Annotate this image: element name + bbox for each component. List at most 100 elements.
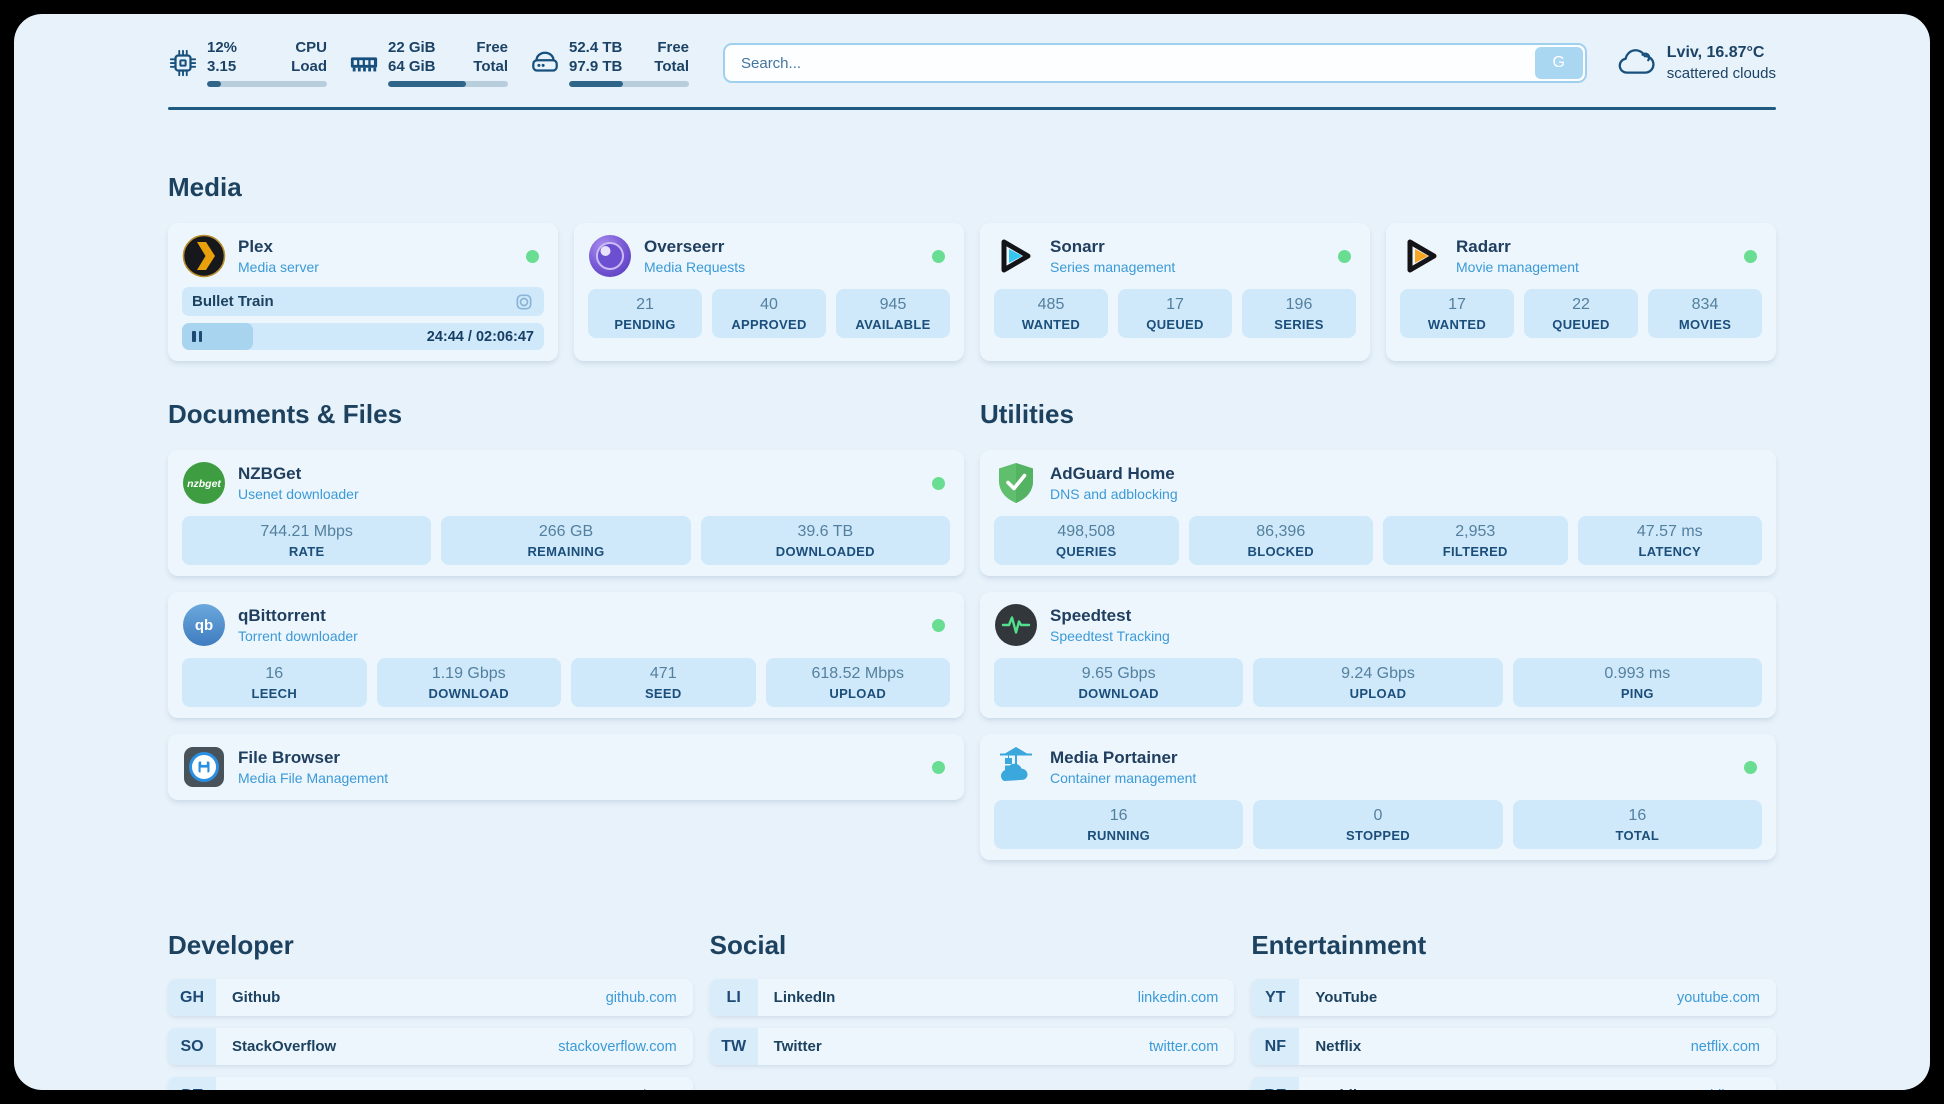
weather-widget: Lviv, 16.87°C scattered clouds — [1615, 43, 1776, 83]
qbittorrent-card[interactable]: qb qBittorrent Torrent downloader 16 LEEC… — [168, 592, 964, 718]
weather-location: Lviv, 16.87°C — [1666, 43, 1765, 61]
topbar: 12% 3.15 CPU Load 22 GiB 64 GiB Free Total — [168, 36, 1776, 90]
stat-value: 9.24 Gbps — [1341, 665, 1415, 682]
speedtest-card[interactable]: Speedtest Speedtest Tracking 9.65 Gbps DO… — [980, 592, 1776, 718]
bookmark-twitter[interactable]: TW Twitter twitter.com — [709, 1028, 1235, 1065]
stat-value: 498,508 — [1057, 523, 1116, 540]
app-subtitle: Series management — [1050, 258, 1176, 275]
sonarr-icon — [1001, 239, 1031, 273]
stat-value: 17 — [1166, 296, 1184, 313]
app-name: Overseerr — [644, 237, 725, 257]
app-subtitle: Media File Management — [238, 769, 389, 786]
stat-label: FILTERED — [1442, 544, 1508, 559]
disk-icon — [532, 51, 558, 72]
bookmark-url: netflix.com — [1690, 1038, 1760, 1055]
search-bar: G — [723, 43, 1587, 83]
bookmark-dev[interactable]: DT DEV dev.to — [168, 1077, 693, 1090]
stat-label: RATE — [288, 544, 325, 559]
bookmark-linkedin[interactable]: LI LinkedIn linkedin.com — [709, 979, 1235, 1016]
search-input[interactable] — [723, 43, 1587, 83]
stat-box: 47.57 ms LATENCY — [1577, 516, 1762, 565]
stat-label: LEECH — [251, 686, 298, 701]
stat-value: 0 — [1373, 807, 1383, 824]
memory-progress-fill — [388, 81, 466, 88]
app-subtitle: Container management — [1050, 769, 1197, 786]
bookmark-url: linkedin.com — [1137, 989, 1219, 1006]
stat-value: 16 — [1628, 807, 1647, 824]
stat-value: 86,396 — [1256, 523, 1306, 540]
bookmark-netflix[interactable]: NF Netflix netflix.com — [1251, 1028, 1776, 1065]
app-name: Speedtest — [1050, 606, 1132, 626]
sonarr-card[interactable]: Sonarr Series management 485 WANTED 17 QUE… — [980, 223, 1370, 361]
status-dot — [932, 618, 945, 632]
disk-widget: 52.4 TB 97.9 TB Free Total — [530, 39, 689, 88]
stat-value: 16 — [1109, 807, 1128, 824]
stat-box: 86,396 BLOCKED — [1188, 516, 1373, 565]
status-dot — [932, 760, 945, 774]
nzbget-card[interactable]: nzbget NZBGet Usenet downloader 744.21 M… — [168, 450, 964, 576]
disk-label: Free — [657, 38, 689, 56]
svg-text:nzbget: nzbget — [187, 478, 221, 490]
stat-value: 2,953 — [1455, 523, 1496, 540]
app-subtitle: Media server — [238, 258, 319, 275]
bookmark-group-entertainment: Entertainment YT YouTube youtube.com NF … — [1251, 930, 1776, 1090]
bookmark-github[interactable]: GH Github github.com — [168, 979, 693, 1016]
stat-box: 16 LEECH — [182, 658, 367, 707]
memory-free: 22 GiB — [388, 38, 436, 56]
overseerr-card[interactable]: Overseerr Media Requests 21 PENDING 40 APP… — [574, 223, 964, 361]
stat-value: 471 — [649, 665, 677, 682]
stat-box: 471 SEED — [571, 658, 756, 707]
radarr-card[interactable]: Radarr Movie management 17 WANTED 22 QUEUE… — [1386, 223, 1776, 361]
search-provider-button[interactable]: G — [1534, 47, 1583, 79]
documents-column: Documents & Files nzbget NZBGet Usenet d… — [168, 399, 964, 876]
stat-box: 945 AVAILABLE — [836, 289, 950, 338]
bookmark-name: DEV — [232, 1087, 263, 1090]
section-title-documents: Documents & Files — [168, 399, 403, 429]
plex-icon — [182, 234, 226, 278]
portainer-card[interactable]: Media Portainer Container management 16 R… — [980, 734, 1776, 860]
pause-icon — [192, 331, 202, 342]
playback-time: 24:44 / 02:06:47 — [426, 328, 534, 345]
stat-box: 9.24 Gbps UPLOAD — [1253, 658, 1503, 707]
filebrowser-card[interactable]: File Browser Media File Management — [168, 734, 964, 800]
app-subtitle: Usenet downloader — [238, 485, 359, 502]
stat-box: 16 TOTAL — [1512, 800, 1762, 849]
bookmark-reddit[interactable]: RE Reddit reddit.com — [1251, 1077, 1776, 1090]
bookmark-name: StackOverflow — [232, 1038, 337, 1055]
stat-box: 22 QUEUED — [1524, 289, 1638, 338]
app-name: NZBGet — [238, 464, 302, 484]
stat-label: WANTED — [1021, 317, 1081, 332]
stat-box: 17 QUEUED — [1118, 289, 1232, 338]
app-name: Media Portainer — [1050, 748, 1178, 768]
stat-label: APPROVED — [731, 317, 807, 332]
stat-box: 17 WANTED — [1400, 289, 1514, 338]
app-name: Plex — [238, 237, 273, 257]
radarr-icon — [1407, 239, 1437, 273]
stat-value: 21 — [636, 296, 654, 313]
plex-card[interactable]: Plex Media server Bullet Train 24:44 / 0… — [168, 223, 558, 361]
topbar-divider — [168, 107, 1776, 110]
bookmark-youtube[interactable]: YT YouTube youtube.com — [1251, 979, 1776, 1016]
stat-box: 2,953 FILTERED — [1383, 516, 1568, 565]
stat-box: 266 GB REMAINING — [441, 516, 691, 565]
memory-label: Free — [476, 38, 508, 56]
stat-label: WANTED — [1427, 317, 1487, 332]
stat-label: BLOCKED — [1247, 544, 1314, 559]
bookmark-url: github.com — [605, 989, 677, 1006]
portainer-icon — [1000, 747, 1032, 781]
app-subtitle: DNS and adblocking — [1050, 485, 1178, 502]
app-name: File Browser — [238, 748, 341, 768]
bookmark-stackoverflow[interactable]: SO StackOverflow stackoverflow.com — [168, 1028, 693, 1065]
app-name: Sonarr — [1050, 237, 1105, 257]
media-cards: Plex Media server Bullet Train 24:44 / 0… — [168, 223, 1776, 361]
stat-box: 1.19 Gbps DOWNLOAD — [376, 658, 561, 707]
bookmark-name: Twitter — [773, 1038, 822, 1055]
cpu-progress-fill — [207, 81, 222, 88]
stat-value: 834 — [1691, 296, 1719, 313]
adguard-card[interactable]: AdGuard Home DNS and adblocking 498,508 Q… — [980, 450, 1776, 576]
qbittorrent-icon: qb — [183, 604, 225, 646]
status-dot — [932, 249, 945, 263]
status-dot — [526, 249, 539, 263]
stat-label: UPLOAD — [829, 686, 887, 701]
